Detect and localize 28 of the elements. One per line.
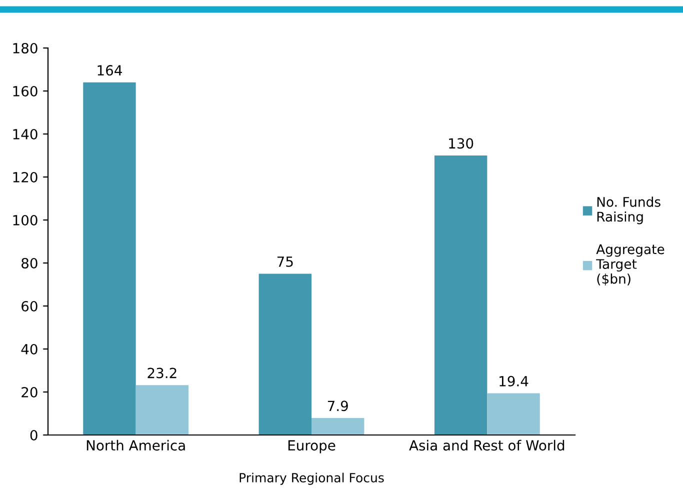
bar [83, 82, 136, 435]
y-tick-label: 20 [22, 386, 38, 398]
x-axis-title: Primary Regional Focus [240, 472, 384, 485]
data-label: 164 [98, 65, 122, 76]
data-label: 19.4 [500, 376, 528, 386]
data-label: 130 [449, 138, 474, 149]
y-tick-label: 40 [21, 344, 38, 354]
y-tick-label: 120 [13, 172, 38, 182]
y-tick-label: 100 [13, 214, 38, 226]
bar [136, 385, 189, 435]
y-tick-label: 180 [13, 42, 38, 54]
data-label: 23.2 [148, 368, 176, 378]
y-tick-label: 160 [13, 86, 38, 96]
bar [487, 393, 540, 435]
y-tick-label: 60 [22, 300, 38, 312]
bar [434, 156, 488, 435]
y-tick-label: 140 [13, 128, 38, 140]
bar [258, 274, 312, 435]
x-tick-label: Asia and Rest of World [409, 440, 564, 451]
x-tick-label: North America [86, 440, 185, 451]
x-tick-label: Europe [288, 440, 336, 454]
data-label: 75 [277, 256, 293, 267]
legend-label: Aggregate Target ($bn) [596, 244, 664, 286]
legend-label: No. Funds Raising [597, 196, 660, 224]
data-label: 7.9 [328, 400, 348, 412]
bar [312, 418, 364, 435]
y-tick-label: 80 [22, 258, 38, 268]
y-tick-label: 0 [30, 430, 38, 440]
